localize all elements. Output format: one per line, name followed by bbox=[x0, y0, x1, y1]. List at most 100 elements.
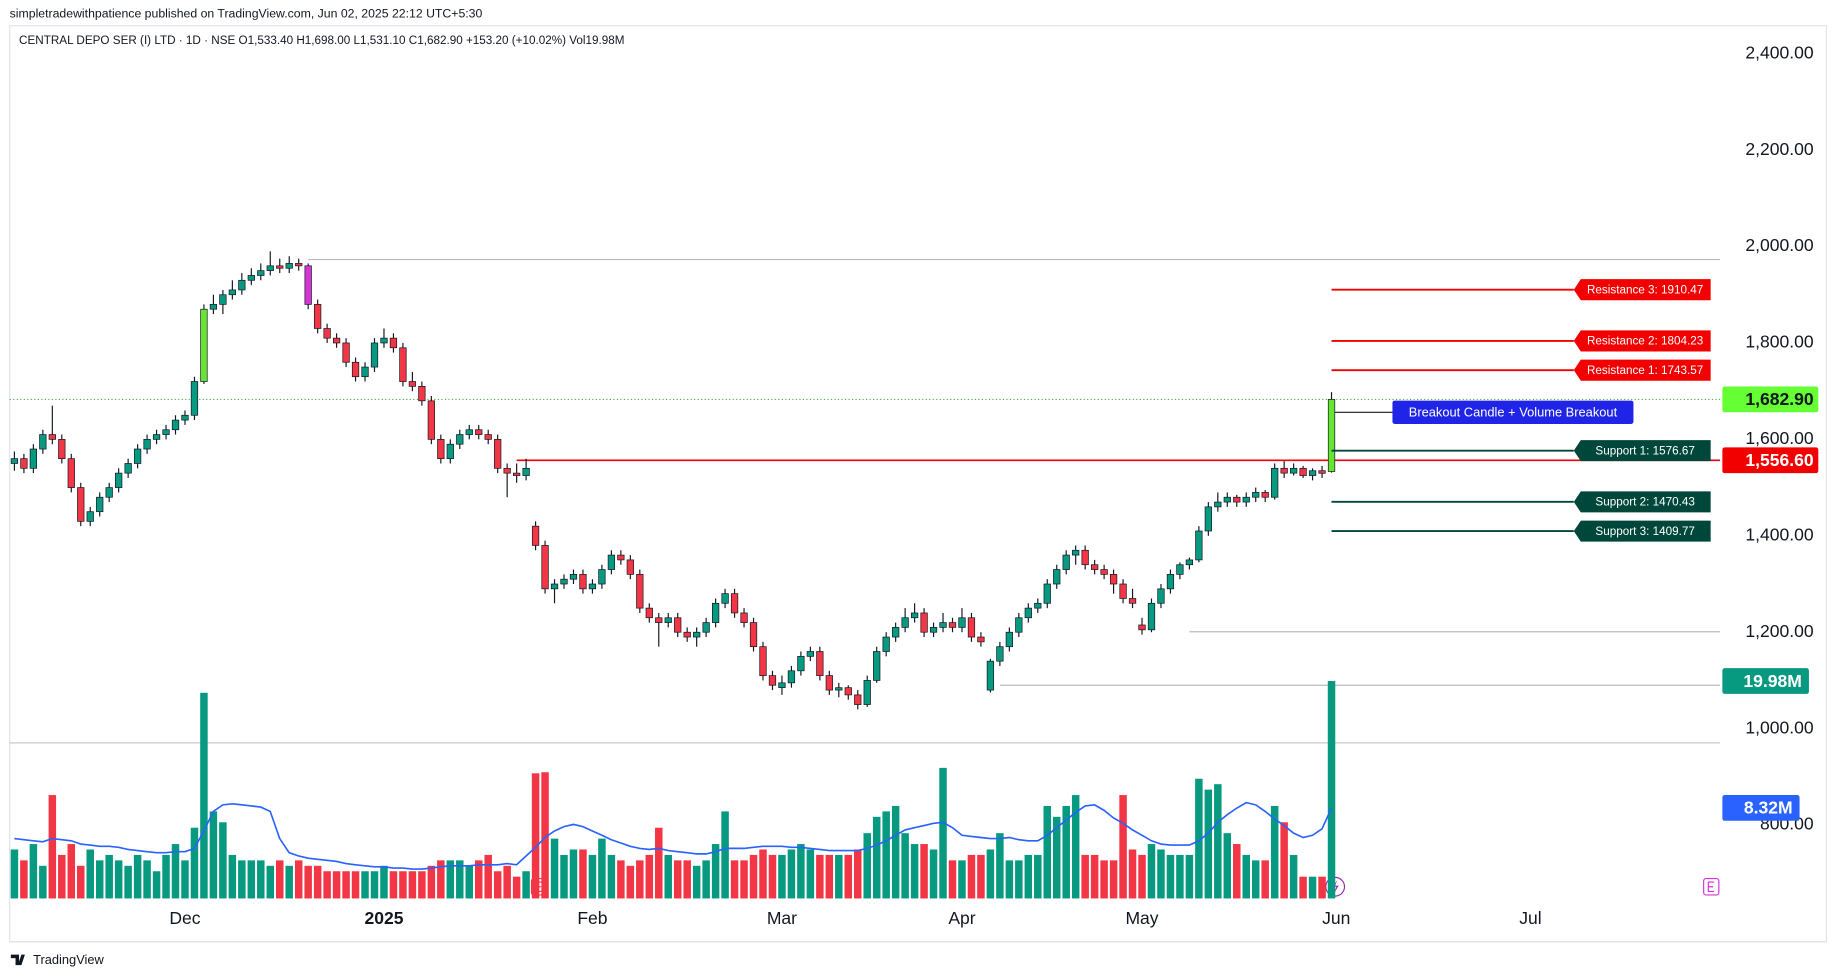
x-tick-label: Feb bbox=[577, 908, 607, 928]
candle-body bbox=[674, 617, 682, 633]
volume-bar bbox=[1157, 849, 1165, 899]
candle-body bbox=[768, 675, 777, 686]
candle-body bbox=[1062, 554, 1070, 570]
candle-body bbox=[693, 631, 701, 638]
volume-bar bbox=[351, 871, 360, 899]
volume-bar bbox=[86, 849, 94, 899]
volume-bar bbox=[920, 844, 928, 899]
candle-body bbox=[977, 636, 985, 643]
level-label: Resistance 1: 1743.57 bbox=[1587, 364, 1703, 377]
volume-bar bbox=[778, 854, 786, 899]
volume-bar bbox=[607, 854, 616, 899]
symbol-line: CENTRAL DEPO SER (I) LTD · 1D · NSE O1,5… bbox=[19, 34, 624, 47]
volume-bar bbox=[133, 854, 142, 899]
candle-body bbox=[901, 617, 909, 628]
volume-bar bbox=[1138, 854, 1146, 899]
volume-bar bbox=[1251, 860, 1260, 899]
volume-bar bbox=[67, 844, 76, 899]
candle-body bbox=[181, 414, 189, 421]
candle-body bbox=[1100, 569, 1108, 575]
volume-bar bbox=[891, 805, 900, 899]
candle-body bbox=[996, 646, 1004, 662]
candle-body bbox=[569, 574, 578, 580]
volume-bar bbox=[1308, 876, 1317, 899]
candle-body bbox=[1072, 549, 1080, 556]
candle-body bbox=[607, 554, 616, 570]
volume-bar bbox=[294, 860, 303, 899]
level-label-box bbox=[1573, 330, 1711, 352]
level-label-box bbox=[1573, 359, 1711, 381]
candle-body bbox=[361, 366, 369, 378]
volume-bar bbox=[598, 838, 606, 899]
volume-bar bbox=[1242, 854, 1250, 899]
volume-bar bbox=[1214, 784, 1222, 899]
y-tick-label: 2,400.00 bbox=[1745, 42, 1813, 62]
volume-bar bbox=[323, 871, 331, 899]
candle-body bbox=[844, 687, 852, 696]
volume-bar bbox=[759, 849, 767, 899]
volume-bar bbox=[389, 871, 398, 899]
candle-body bbox=[892, 627, 900, 638]
volume-bar bbox=[493, 871, 502, 899]
candle-body bbox=[389, 337, 398, 349]
level-label: Resistance 3: 1910.47 bbox=[1587, 283, 1703, 296]
candle-body bbox=[636, 574, 644, 609]
candle-body bbox=[1308, 470, 1317, 476]
candle-body bbox=[929, 627, 938, 633]
candle-body bbox=[863, 680, 871, 705]
volume-bar bbox=[304, 865, 312, 899]
volume-bar bbox=[512, 876, 521, 899]
candle-body bbox=[560, 578, 568, 585]
volume-bar bbox=[1318, 876, 1326, 899]
candle-body bbox=[873, 651, 881, 681]
volume-bar bbox=[1280, 822, 1288, 899]
candle-body bbox=[816, 651, 824, 676]
volume-bar bbox=[162, 854, 170, 899]
candle-body bbox=[948, 622, 957, 628]
annotation-box bbox=[1392, 400, 1634, 424]
volume-bar bbox=[816, 854, 824, 899]
volume-bar bbox=[1327, 681, 1336, 899]
y-tick-label: 1,600.00 bbox=[1745, 428, 1813, 448]
volume-bar bbox=[332, 871, 341, 899]
volume-bar bbox=[749, 854, 758, 899]
candle-body bbox=[39, 434, 47, 450]
volume-bar bbox=[1223, 833, 1232, 899]
volume-bar bbox=[1034, 854, 1042, 899]
candle-body bbox=[484, 434, 492, 440]
volume-bar bbox=[996, 833, 1004, 899]
candle-body bbox=[86, 511, 94, 522]
level-label-box bbox=[1573, 279, 1711, 301]
volume-bar bbox=[910, 844, 919, 899]
volume-bar bbox=[342, 871, 350, 899]
candle-body bbox=[1005, 631, 1013, 648]
candle-body bbox=[48, 434, 56, 440]
candle-body bbox=[721, 593, 729, 604]
x-tick-label: May bbox=[1125, 908, 1158, 928]
candle-body bbox=[408, 381, 417, 387]
volume-bar bbox=[29, 844, 38, 899]
candle-body bbox=[427, 400, 435, 440]
volume-bar bbox=[692, 865, 701, 899]
ma-label-box bbox=[1722, 795, 1800, 821]
y-tick-label: 1,200.00 bbox=[1745, 621, 1813, 641]
candle-body bbox=[494, 439, 502, 469]
candle-body bbox=[133, 448, 142, 464]
candle-body bbox=[617, 554, 625, 561]
candle-body bbox=[266, 265, 274, 271]
candle-body bbox=[200, 308, 208, 382]
candle-body bbox=[1138, 624, 1146, 631]
candle-body bbox=[58, 439, 66, 460]
volume-bar bbox=[560, 854, 568, 899]
volume-ma-line bbox=[14, 801, 1333, 870]
volume-bar bbox=[200, 692, 208, 899]
candle-body bbox=[626, 559, 634, 575]
candle-body bbox=[967, 617, 976, 638]
volume-bar bbox=[655, 827, 663, 899]
volume-bar bbox=[948, 860, 957, 899]
candle-body bbox=[1195, 530, 1203, 561]
price-line-label: 1,556.60 bbox=[1745, 450, 1813, 470]
candle-body bbox=[1015, 617, 1023, 633]
candles bbox=[10, 251, 1336, 710]
candle-body bbox=[1261, 492, 1269, 498]
